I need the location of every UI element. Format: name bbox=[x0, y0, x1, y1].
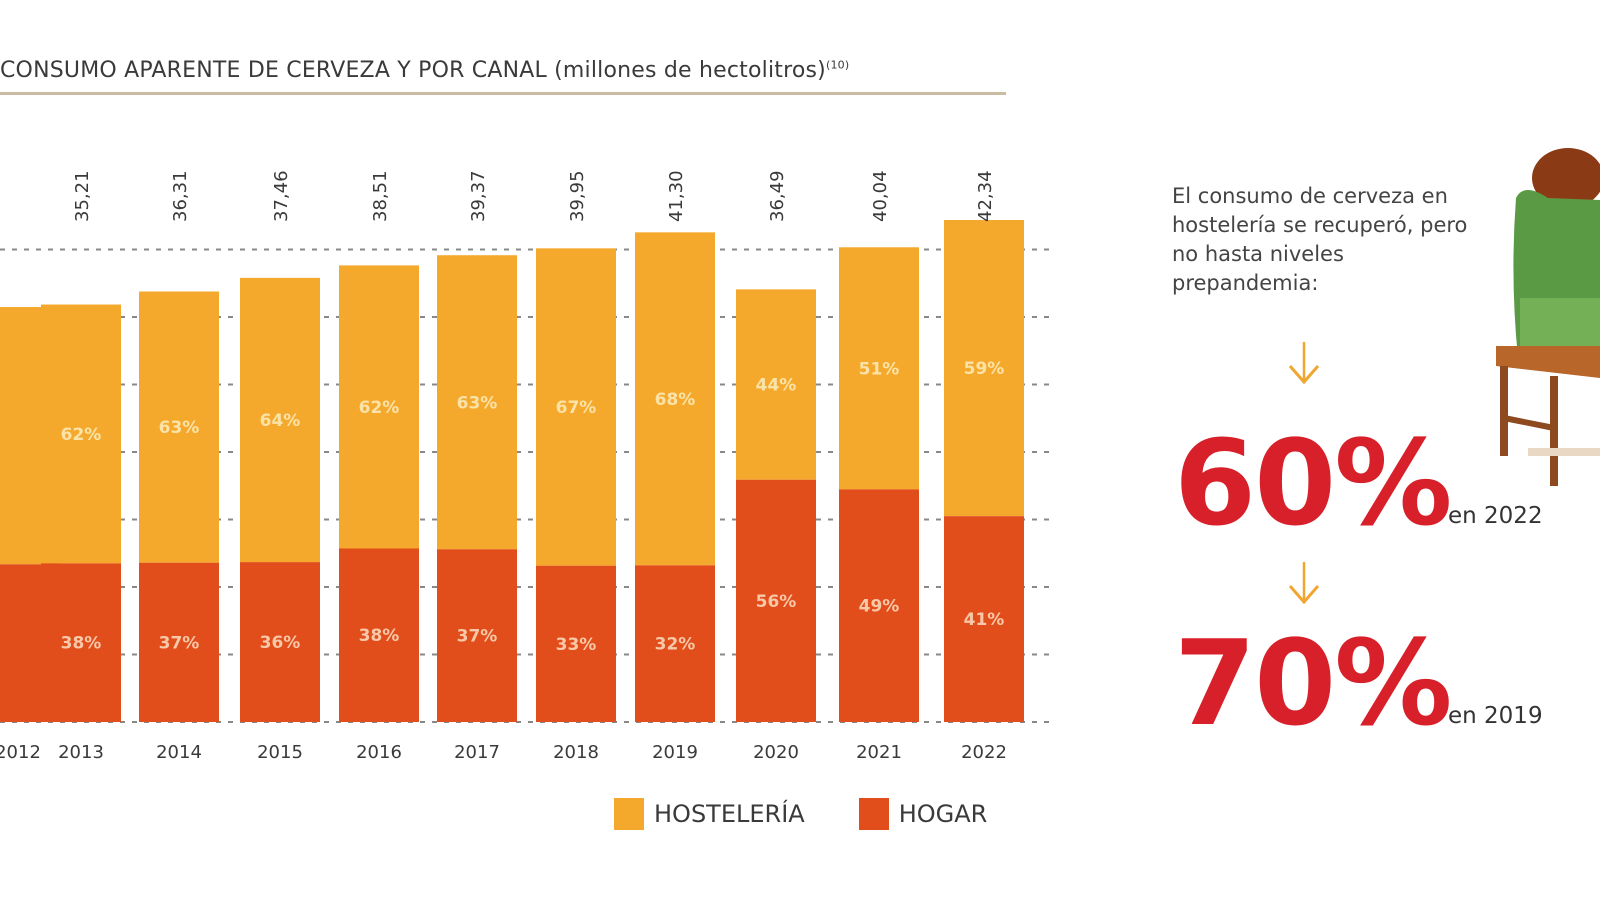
total-label-2015: 37,46 bbox=[271, 170, 292, 222]
bar-hogar-2016 bbox=[339, 548, 419, 722]
bar-hogar-2019 bbox=[635, 565, 715, 722]
x-tick-2017: 2017 bbox=[454, 742, 500, 763]
bar-hogar-2018 bbox=[536, 565, 616, 722]
x-tick-2020: 2020 bbox=[753, 742, 799, 763]
total-label-2021: 40,04 bbox=[870, 170, 891, 222]
label-hosteleria-2020: 44% bbox=[756, 376, 797, 396]
legend-swatch-hosteleria bbox=[614, 798, 644, 830]
label-hogar-2021: 49% bbox=[859, 597, 900, 617]
label-hogar-2014: 37% bbox=[159, 633, 200, 653]
label-hosteleria-2015: 64% bbox=[260, 411, 301, 431]
stacked-bar-chart: 62% 38% 35,21 63% 37% 36,31 64% 36% 37,46 62% 38% 3… bbox=[0, 170, 1050, 763]
legend-label-hogar: HOGAR bbox=[898, 800, 988, 828]
data-labels: 62% 38% 35,21 63% 37% 36,31 64% 36% 37,46 62% 38% 3… bbox=[61, 170, 1005, 654]
legend: HOSTELERÍA HOGAR bbox=[614, 798, 1031, 830]
stat-2019-label: en 2019 bbox=[1448, 703, 1543, 729]
x-tick-2021: 2021 bbox=[856, 742, 902, 763]
label-hosteleria-2013: 62% bbox=[61, 425, 102, 445]
label-hogar-2019: 32% bbox=[655, 635, 696, 655]
legend-item-hogar: HOGAR bbox=[858, 798, 988, 830]
label-hosteleria-2016: 62% bbox=[359, 398, 400, 418]
legend-item-hosteleria: HOSTELERÍA bbox=[614, 798, 805, 830]
arrow-down-icon bbox=[1288, 562, 1320, 604]
bar-hogar-2014 bbox=[139, 562, 219, 722]
total-label-2022: 42,34 bbox=[975, 170, 996, 222]
label-hogar-2018: 33% bbox=[556, 635, 597, 655]
label-hosteleria-2021: 51% bbox=[859, 359, 900, 379]
bar-hogar-2013 bbox=[41, 563, 121, 722]
x-tick-2012: 2012 bbox=[0, 742, 41, 763]
bar-hosteleria-2019 bbox=[635, 232, 715, 566]
x-tick-2016: 2016 bbox=[356, 742, 402, 763]
bar-hogar-2020 bbox=[736, 479, 816, 722]
label-hogar-2016: 38% bbox=[359, 626, 400, 646]
chart-title-text: CONSUMO APARENTE DE CERVEZA Y POR CANAL … bbox=[0, 58, 826, 83]
bar-hogar-2015 bbox=[240, 562, 320, 722]
stat-2022-label: en 2022 bbox=[1448, 503, 1543, 529]
legend-label-hosteleria: HOSTELERÍA bbox=[654, 800, 805, 828]
bar-hosteleria-2013 bbox=[41, 304, 121, 564]
x-tick-2014: 2014 bbox=[156, 742, 202, 763]
x-tick-2022: 2022 bbox=[961, 742, 1007, 763]
label-hosteleria-2018: 67% bbox=[556, 398, 597, 418]
bar-hosteleria-2022 bbox=[944, 220, 1024, 517]
total-label-2019: 41,30 bbox=[666, 170, 687, 222]
label-hosteleria-2014: 63% bbox=[159, 418, 200, 438]
side-panel: El consumo de cerveza en hostelería se r… bbox=[1172, 182, 1472, 298]
chart-title: CONSUMO APARENTE DE CERVEZA Y POR CANAL … bbox=[0, 58, 849, 83]
bar-hosteleria-2015 bbox=[240, 277, 320, 563]
label-hogar-2015: 36% bbox=[260, 633, 301, 653]
arrow-down-icon bbox=[1288, 342, 1320, 384]
total-label-2013: 35,21 bbox=[72, 170, 93, 222]
title-footnote: (10) bbox=[825, 58, 850, 72]
legend-swatch-hogar bbox=[858, 798, 889, 830]
label-hogar-2013: 38% bbox=[61, 634, 102, 654]
title-underline bbox=[0, 92, 1006, 95]
label-hogar-2022: 41% bbox=[964, 610, 1005, 630]
total-label-2014: 36,31 bbox=[170, 170, 191, 222]
total-label-2020: 36,49 bbox=[767, 170, 788, 222]
bar-hosteleria-2018 bbox=[536, 248, 616, 566]
side-panel-text: El consumo de cerveza en hostelería se r… bbox=[1172, 184, 1468, 295]
x-tick-2019: 2019 bbox=[652, 742, 698, 763]
x-tick-2013: 2013 bbox=[58, 742, 104, 763]
bar-hosteleria-2016 bbox=[339, 265, 419, 549]
bar-hosteleria-2014 bbox=[139, 291, 219, 563]
bar-hosteleria-2021 bbox=[839, 247, 919, 490]
x-axis-ticks: 2012 2013 2014 2015 2016 2017 2018 2019 2020 2021… bbox=[0, 742, 1007, 763]
label-hogar-2017: 37% bbox=[457, 627, 498, 647]
bar-hogar-2017 bbox=[437, 549, 517, 722]
x-tick-2018: 2018 bbox=[553, 742, 599, 763]
total-label-2018: 39,95 bbox=[567, 170, 588, 222]
stat-2019-value: 70% bbox=[1174, 614, 1452, 752]
total-label-2016: 38,51 bbox=[370, 170, 391, 222]
total-label-2017: 39,37 bbox=[468, 170, 489, 222]
bar-hogar-2021 bbox=[839, 489, 919, 722]
x-tick-2015: 2015 bbox=[257, 742, 303, 763]
bars bbox=[0, 220, 1024, 722]
bar-hogar-2022 bbox=[944, 516, 1024, 722]
bar-hosteleria-2017 bbox=[437, 255, 517, 550]
stat-2022-value: 60% bbox=[1174, 414, 1452, 552]
label-hogar-2020: 56% bbox=[756, 592, 797, 612]
person-on-stool-illustration bbox=[1496, 148, 1600, 486]
label-hosteleria-2019: 68% bbox=[655, 390, 696, 410]
label-hosteleria-2022: 59% bbox=[964, 359, 1005, 379]
label-hosteleria-2017: 63% bbox=[457, 393, 498, 413]
bar-hosteleria-2020 bbox=[736, 289, 816, 480]
